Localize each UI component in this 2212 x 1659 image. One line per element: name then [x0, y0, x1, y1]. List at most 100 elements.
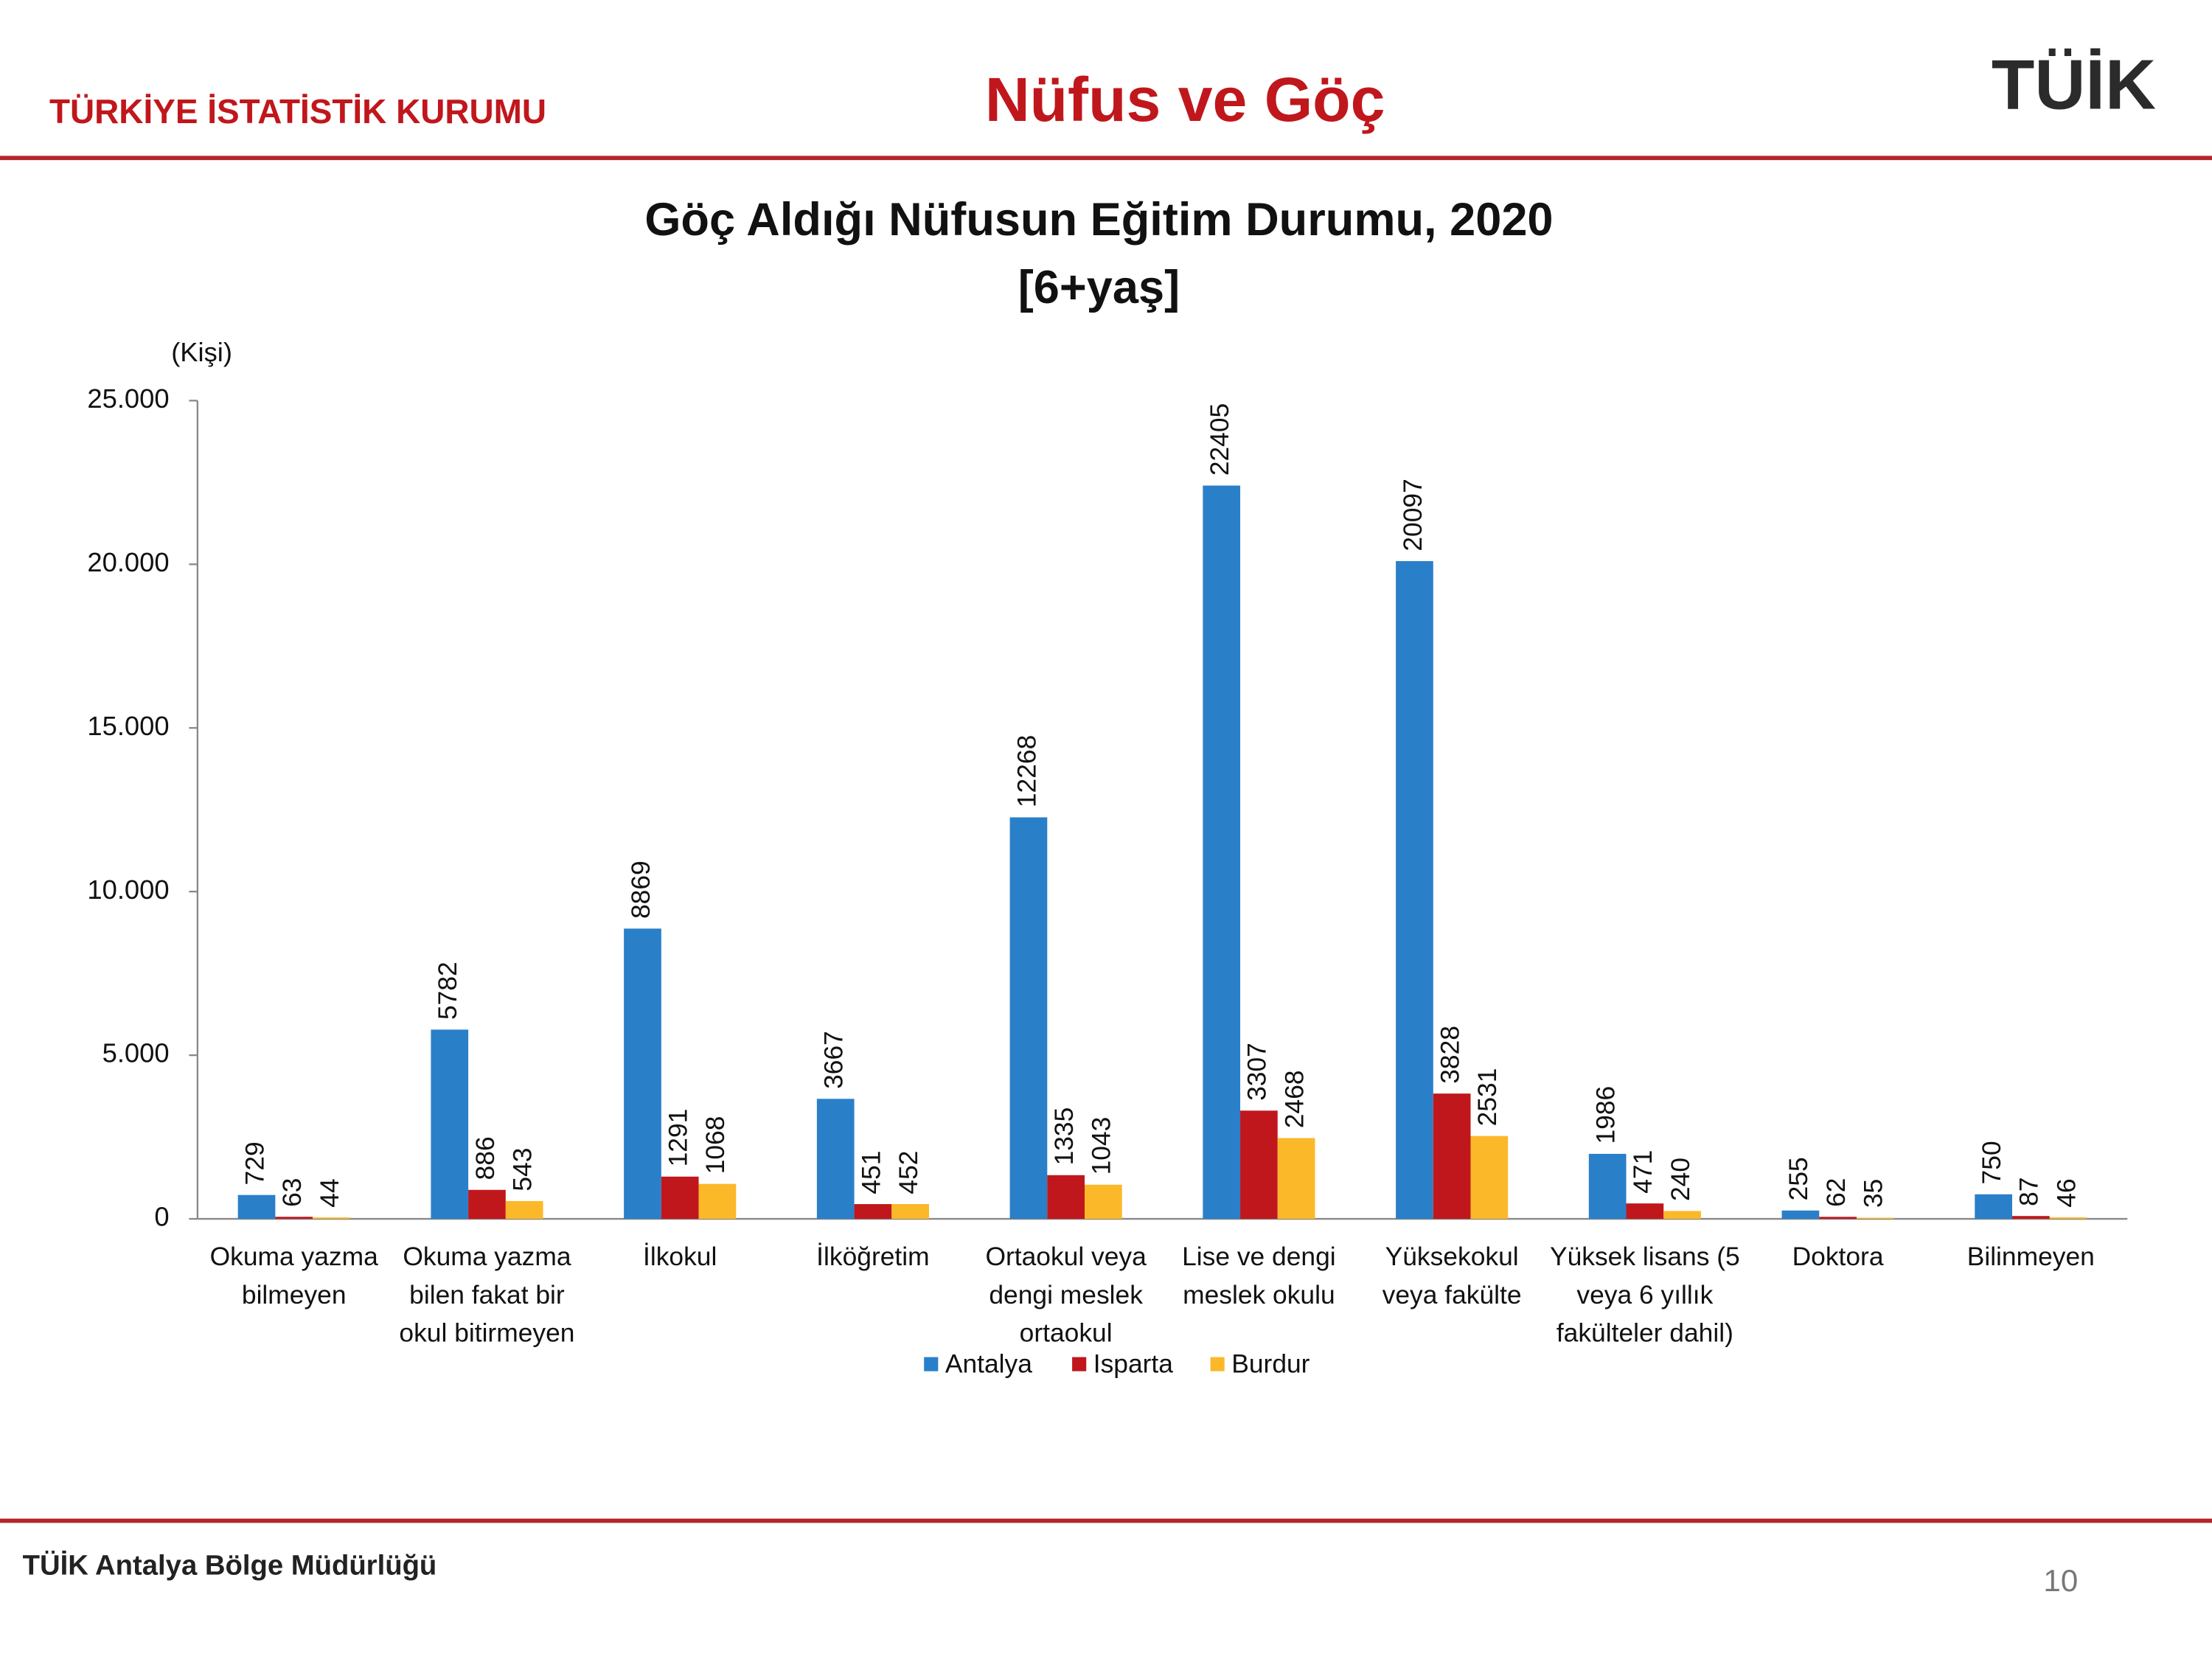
bar	[1470, 1135, 1509, 1220]
x-tick-label: Yüksek lisans (5 veya 6 yıllık fakültele…	[1549, 1241, 1740, 1348]
value-label: 87	[2015, 1177, 2044, 1206]
bar	[1047, 1175, 1085, 1220]
bar	[1240, 1110, 1278, 1220]
value-label: 12268	[1012, 735, 1041, 807]
value-label: 1986	[1592, 1086, 1621, 1144]
bar	[698, 1183, 737, 1220]
bar	[1433, 1093, 1471, 1220]
legend-label: Burdur	[1231, 1349, 1310, 1378]
legend-swatch	[924, 1357, 939, 1371]
bar	[1085, 1184, 1122, 1220]
value-label: 255	[1784, 1157, 1813, 1200]
bar	[816, 1099, 855, 1220]
value-label: 3307	[1243, 1043, 1272, 1101]
y-tick-label: 10.000	[87, 874, 169, 905]
x-tick-label: İlköğretim	[816, 1241, 930, 1271]
bar	[1856, 1217, 1894, 1220]
legend-swatch	[1210, 1357, 1225, 1371]
x-tick-label: Okuma yazma bilmeyen	[209, 1241, 378, 1310]
bar	[431, 1029, 469, 1220]
y-tick-label: 0	[154, 1202, 169, 1232]
bar	[1781, 1210, 1820, 1220]
logo: TÜİK	[1992, 46, 2156, 125]
value-label: 46	[2052, 1178, 2081, 1207]
bar	[2011, 1216, 2050, 1220]
bar	[2049, 1217, 2087, 1220]
organization: TÜRKİYE İSTATİSTİK KURUMU	[49, 92, 546, 131]
value-label: 2531	[1473, 1068, 1502, 1127]
value-label: 729	[240, 1141, 269, 1185]
value-label: 3828	[1436, 1026, 1464, 1084]
legend-label: Antalya	[945, 1349, 1032, 1378]
bar	[1819, 1217, 1857, 1220]
x-tick-label-box: Doktora	[1792, 1241, 1884, 1271]
value-label: 2468	[1280, 1070, 1309, 1128]
bar	[1396, 561, 1433, 1220]
value-label: 63	[278, 1178, 307, 1207]
page-number: 10	[2043, 1563, 2078, 1598]
bar	[313, 1217, 350, 1220]
x-tick-label-box: Lise ve dengi meslek okulu	[1182, 1242, 1336, 1310]
bar	[275, 1217, 313, 1220]
value-label: 35	[1860, 1179, 1888, 1208]
x-tick-label: Yüksekokul veya fakülte	[1382, 1241, 1522, 1310]
x-tick-label-box: Yüksekokul veya fakülte	[1382, 1241, 1522, 1310]
bar	[1203, 485, 1241, 1220]
bar	[1626, 1203, 1664, 1220]
y-tick-label: 15.000	[87, 711, 169, 741]
value-label: 886	[471, 1136, 500, 1180]
value-label: 750	[1978, 1141, 2006, 1184]
x-tick-label-box: Bilinmeyen	[1966, 1241, 2095, 1271]
value-label: 1068	[701, 1116, 730, 1175]
bar	[505, 1200, 543, 1220]
chart-title: Göç Aldığı Nüfusun Eğitim Durumu, 2020	[644, 194, 1553, 246]
bar	[1588, 1153, 1627, 1220]
value-label: 44	[316, 1178, 344, 1207]
bar	[1663, 1211, 1701, 1220]
bar	[624, 928, 661, 1220]
value-label: 471	[1629, 1150, 1658, 1194]
y-axis-label: (Kişi)	[171, 337, 232, 367]
slide-title: Nüfus ve Göç	[985, 65, 1385, 134]
bar	[891, 1203, 929, 1220]
bar	[237, 1194, 276, 1220]
x-tick-label-box: Okuma yazma bilmeyen	[209, 1241, 378, 1310]
legend-label: Isparta	[1093, 1349, 1173, 1378]
bar	[854, 1204, 892, 1220]
value-label: 3667	[820, 1031, 849, 1089]
bar	[1975, 1194, 2012, 1220]
x-tick-label-box: İlköğretim	[816, 1241, 930, 1271]
x-tick-label-box: Okuma yazma bilen fakat bir okul bitirme…	[399, 1241, 575, 1348]
x-tick-label-box: Yüksek lisans (5 veya 6 yıllık fakültele…	[1549, 1241, 1740, 1348]
chart-subtitle: [6+yaş]	[1018, 262, 1180, 313]
x-tick-label: Doktora	[1792, 1241, 1884, 1271]
y-tick-label: 5.000	[102, 1038, 170, 1068]
value-label: 451	[857, 1151, 886, 1194]
value-label: 20097	[1399, 479, 1427, 551]
value-label: 1335	[1050, 1107, 1079, 1166]
value-label: 240	[1666, 1158, 1695, 1201]
y-tick-label: 20.000	[87, 547, 169, 577]
value-label: 543	[509, 1148, 538, 1192]
x-tick-label: Okuma yazma bilen fakat bir okul bitirme…	[399, 1241, 575, 1348]
bar	[661, 1176, 699, 1220]
legend-swatch	[1072, 1357, 1087, 1371]
value-label: 62	[1822, 1178, 1851, 1207]
footer-office: TÜİK Antalya Bölge Müdürlüğü	[23, 1550, 437, 1582]
value-label: 22405	[1206, 403, 1234, 476]
x-tick-label-box: Ortaokul veya dengi meslek ortaokul	[985, 1241, 1147, 1348]
x-tick-label: Ortaokul veya dengi meslek ortaokul	[985, 1241, 1147, 1348]
bar	[1009, 817, 1048, 1220]
value-label: 8869	[627, 860, 655, 919]
value-label: 452	[894, 1151, 923, 1194]
bar	[1277, 1138, 1315, 1220]
x-tick-label-box: İlkokul	[643, 1241, 717, 1271]
y-tick-label: 25.000	[87, 383, 169, 414]
x-tick-label: Bilinmeyen	[1966, 1241, 2095, 1271]
x-tick-label: İlkokul	[643, 1241, 717, 1271]
value-label: 5782	[434, 961, 462, 1020]
value-label: 1043	[1088, 1117, 1116, 1175]
value-label: 1291	[664, 1109, 693, 1167]
bar	[468, 1189, 506, 1220]
